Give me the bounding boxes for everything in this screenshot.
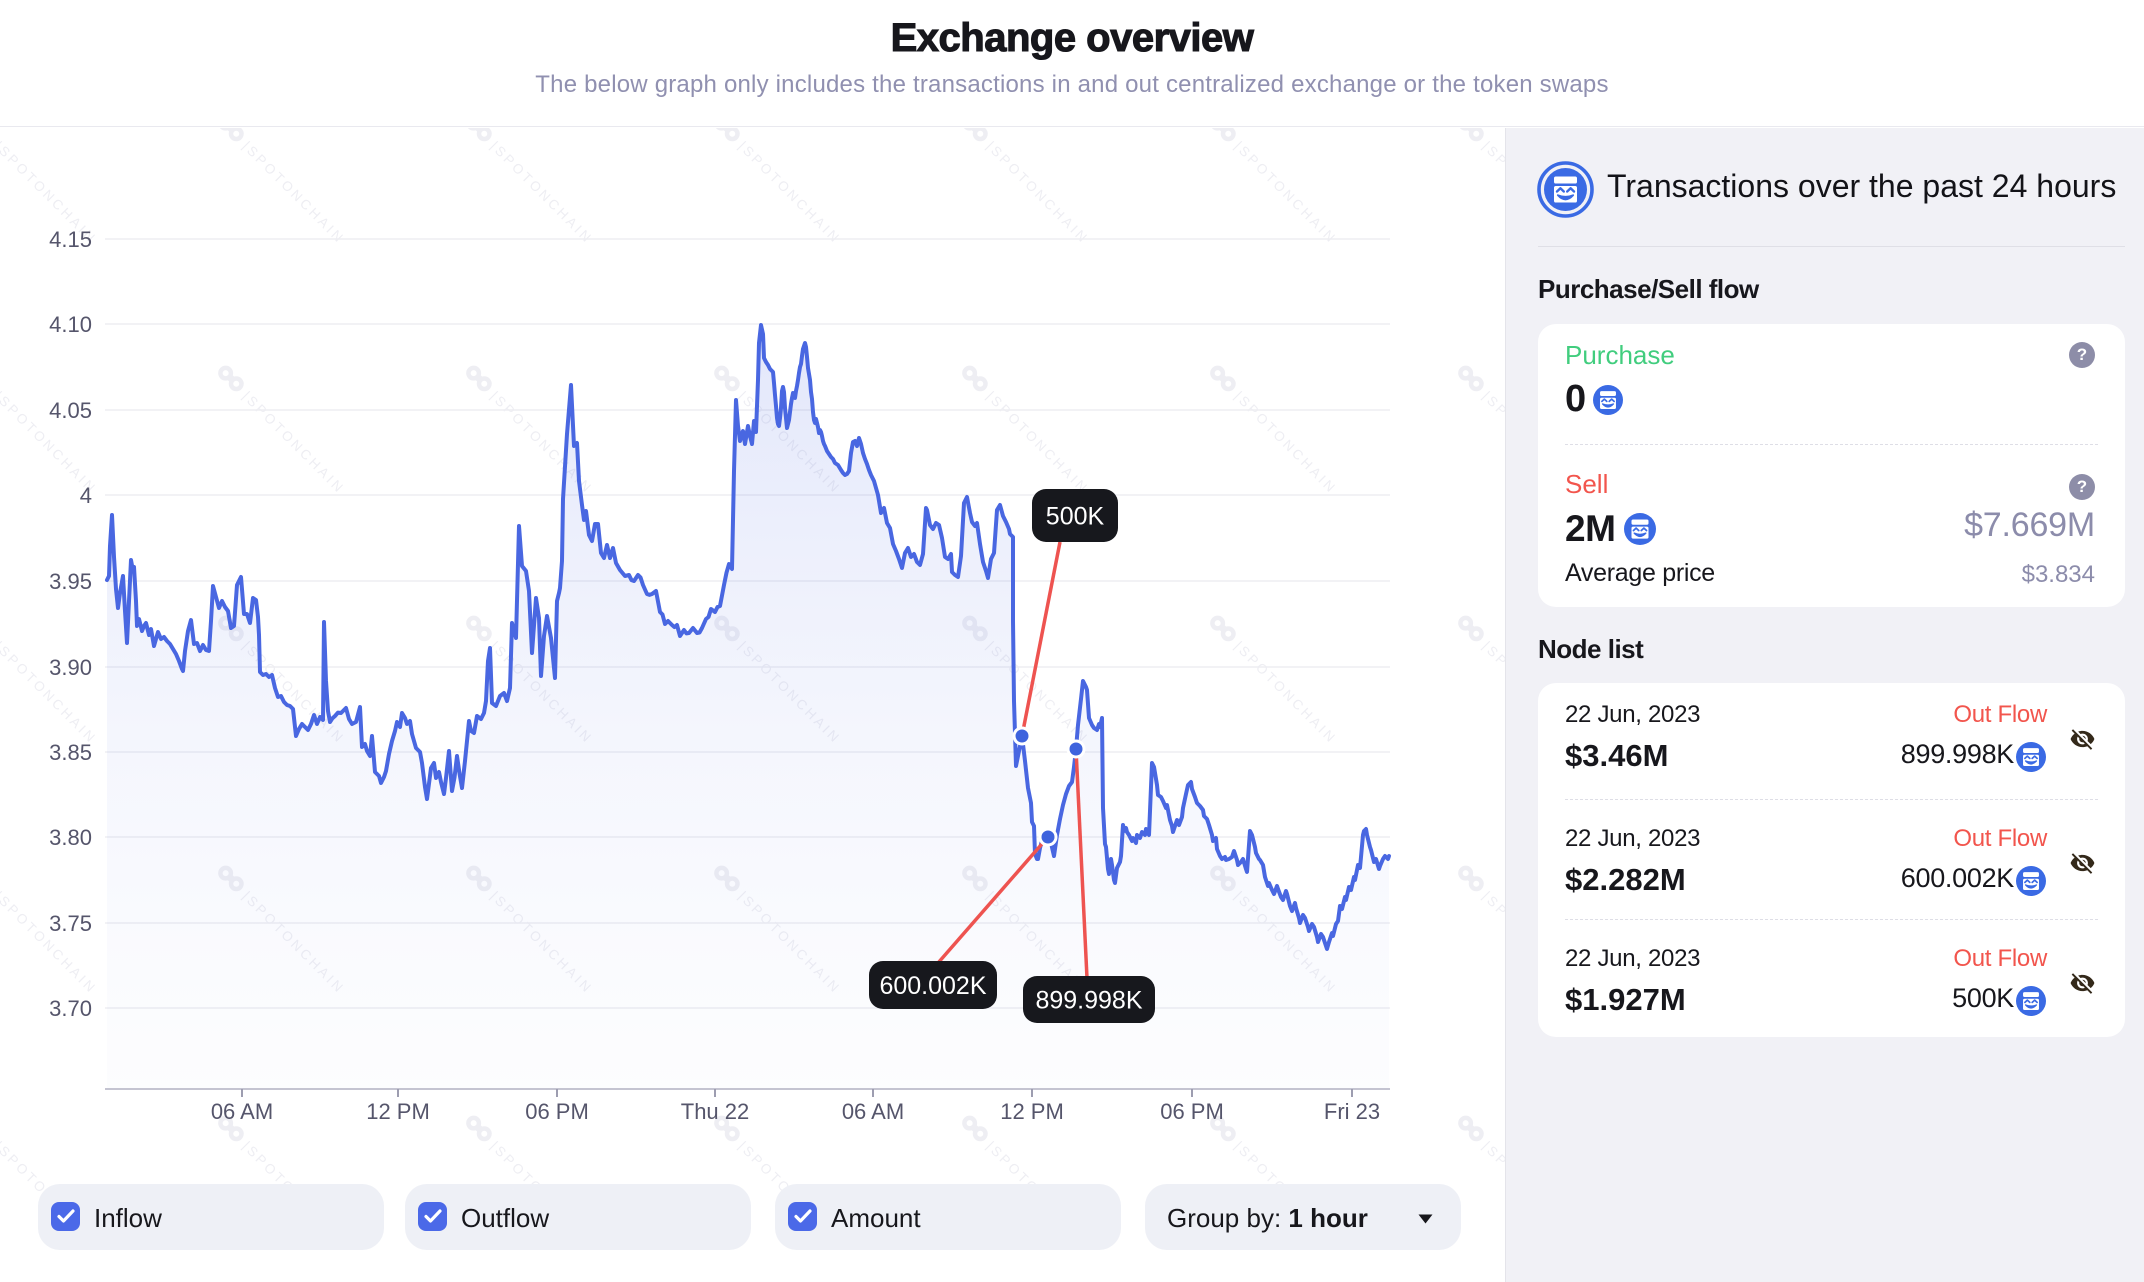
svg-text:4.15: 4.15 [49,227,92,252]
svg-text:06 AM: 06 AM [842,1099,904,1124]
svg-text:Thu 22: Thu 22 [681,1099,750,1124]
svg-text:3.70: 3.70 [49,996,92,1021]
svg-text:06 PM: 06 PM [1160,1099,1224,1124]
svg-text:3.85: 3.85 [49,740,92,765]
svg-text:4.10: 4.10 [49,312,92,337]
svg-text:3.80: 3.80 [49,825,92,850]
svg-text:500K: 500K [1046,503,1105,531]
svg-text:4: 4 [80,483,92,508]
svg-text:600.002K: 600.002K [879,972,986,1000]
svg-text:899.998K: 899.998K [1035,987,1142,1015]
svg-text:3.95: 3.95 [49,569,92,594]
svg-text:3.75: 3.75 [49,911,92,936]
svg-text:06 PM: 06 PM [525,1099,589,1124]
svg-text:12 PM: 12 PM [1000,1099,1064,1124]
svg-text:06 AM: 06 AM [211,1099,273,1124]
svg-text:4.05: 4.05 [49,398,92,423]
svg-text:3.90: 3.90 [49,655,92,680]
svg-text:Fri 23: Fri 23 [1324,1099,1380,1124]
svg-text:12 PM: 12 PM [366,1099,430,1124]
